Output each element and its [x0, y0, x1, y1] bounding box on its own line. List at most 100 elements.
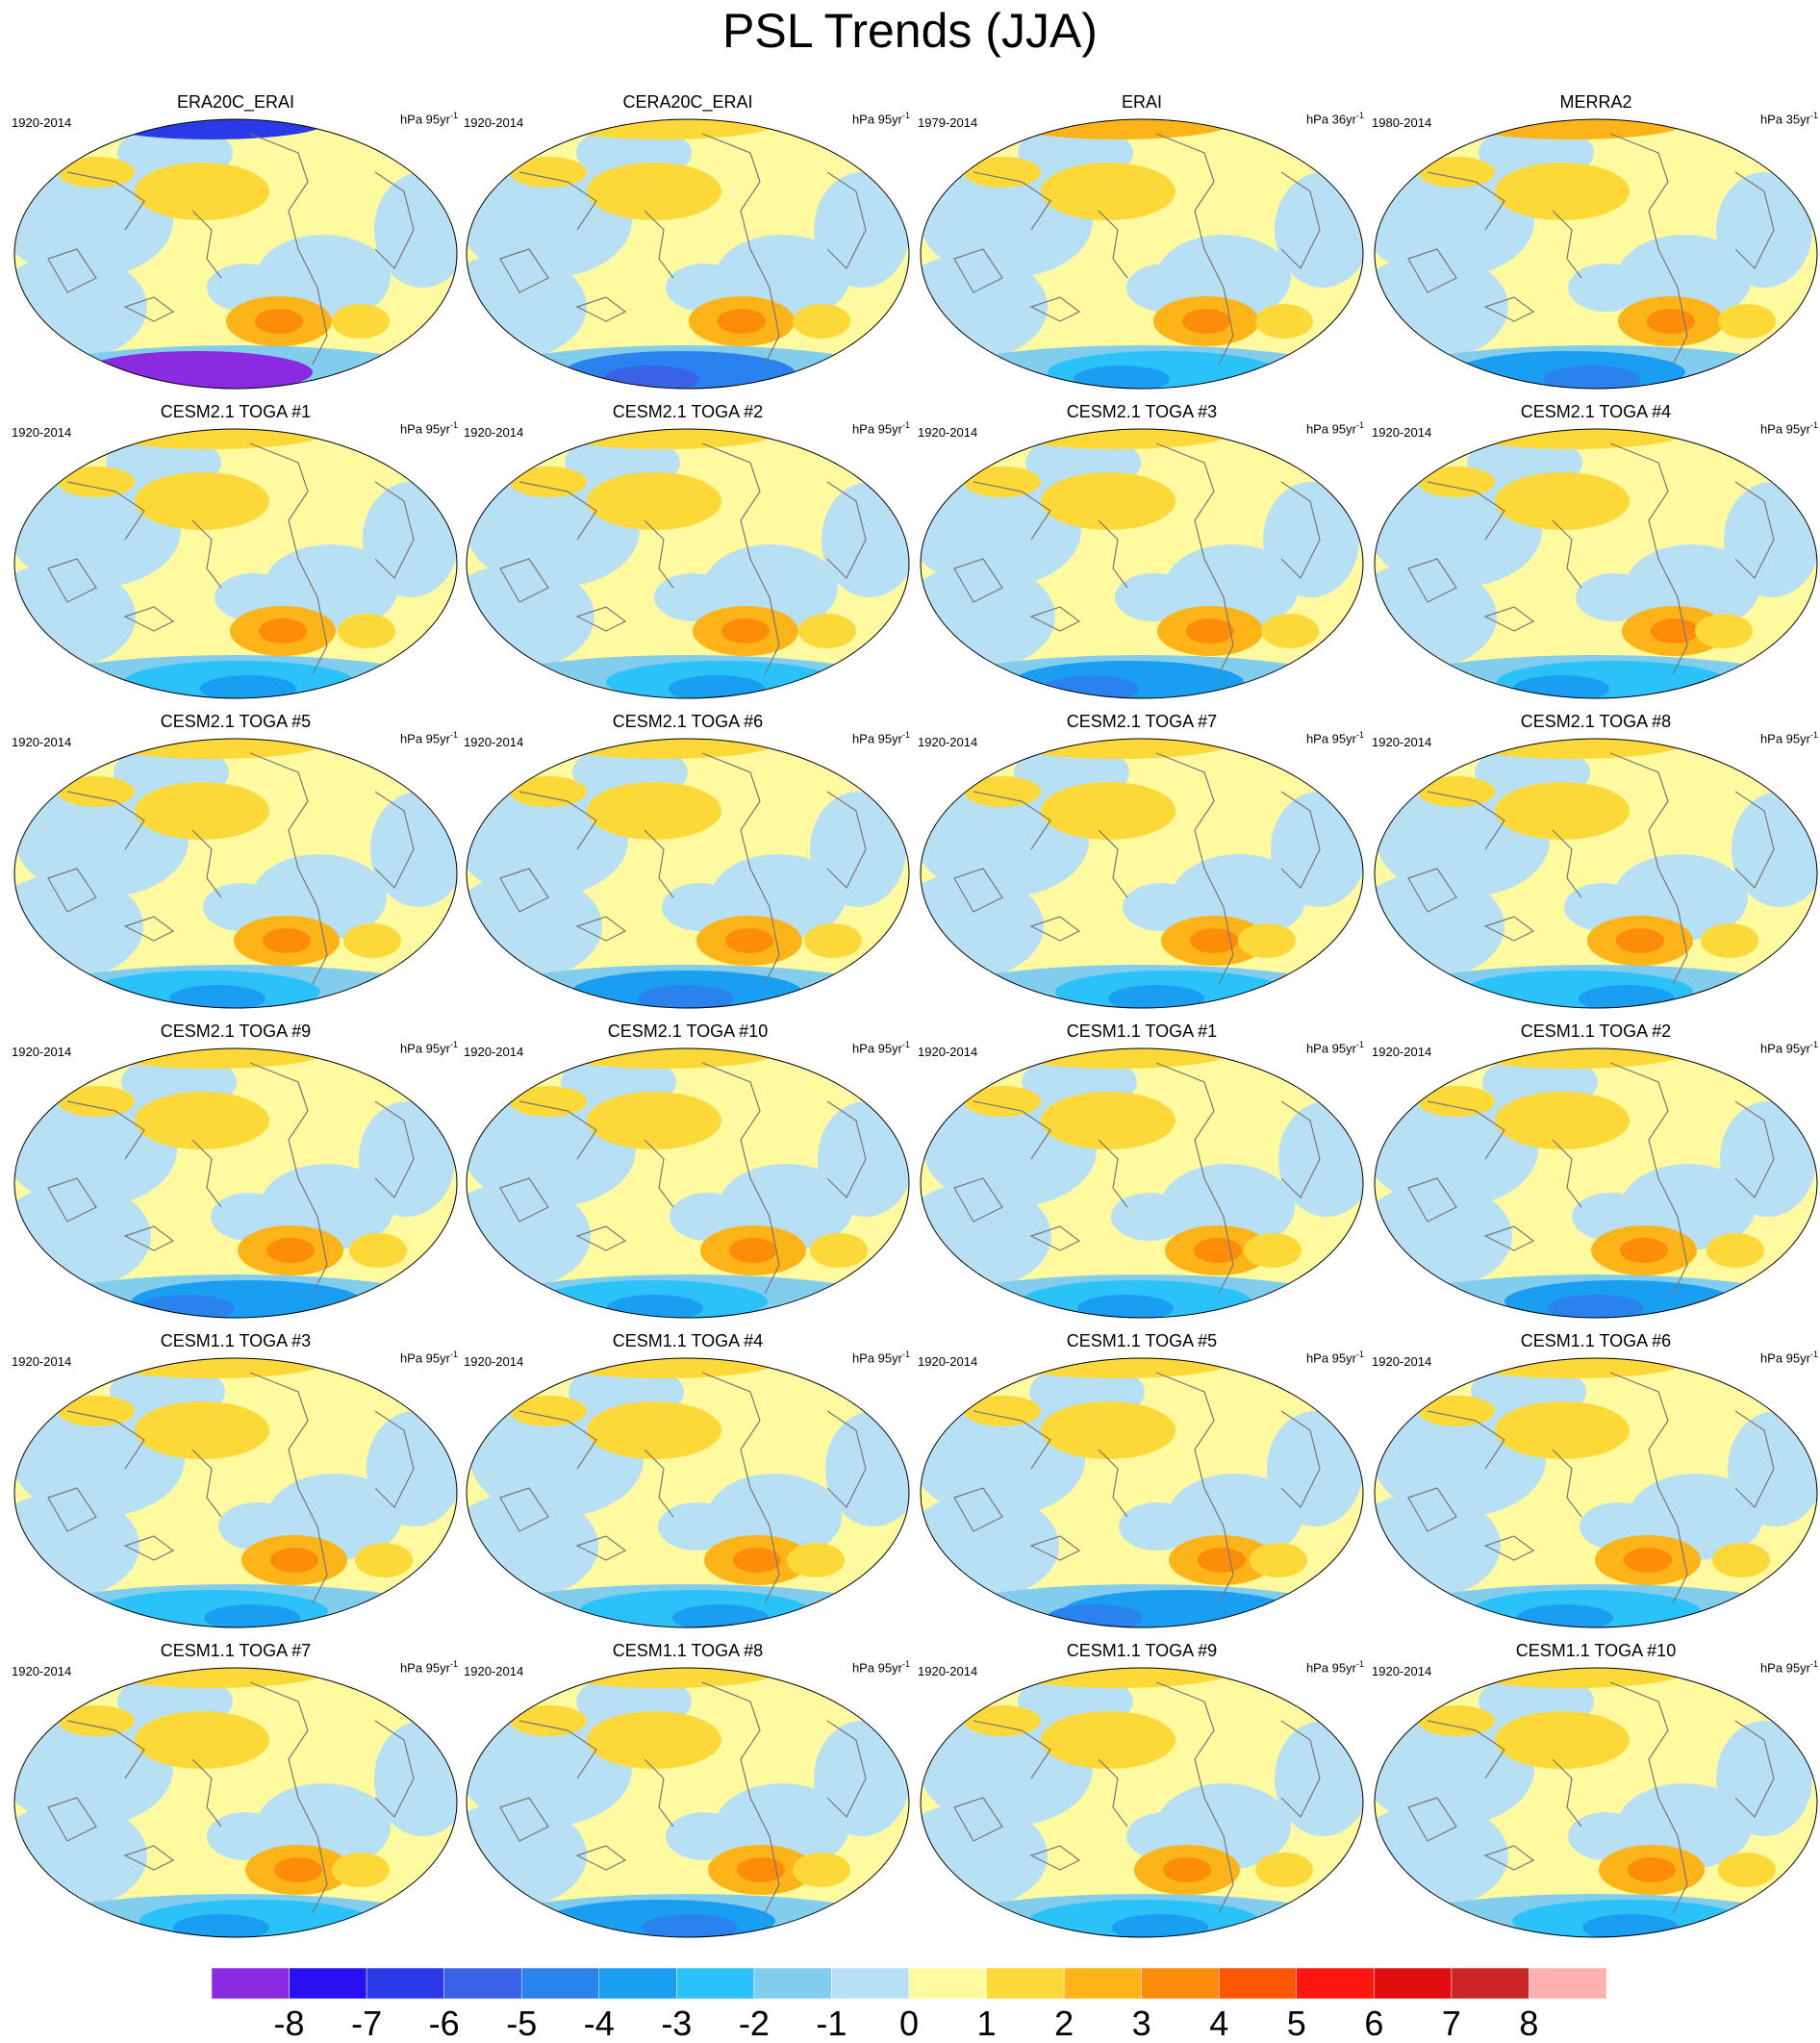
colorbar-swatch	[289, 1968, 367, 1999]
panel-units: hPa 95yr-1	[399, 1040, 458, 1056]
panel-title: CESM2.1 TOGA #8	[1520, 712, 1672, 731]
map-panel: CESM2.1 TOGA #3 1920-2014 hPa 95yr-1	[916, 401, 1368, 711]
trend-map	[13, 738, 458, 1009]
trend-map	[1374, 1667, 1818, 1938]
map-panel: CESM2.1 TOGA #10 1920-2014 hPa 95yr-1	[462, 1021, 914, 1330]
colorbar-swatch	[676, 1968, 755, 1999]
panel-period: 1920-2014	[1372, 1045, 1432, 1059]
map-panel: CESM2.1 TOGA #2 1920-2014 hPa 95yr-1	[462, 401, 914, 711]
colorbar-swatch	[1374, 1968, 1453, 1999]
panel-title: CESM1.1 TOGA #8	[612, 1641, 764, 1660]
colorbar-tick-label: 1	[976, 2004, 997, 2043]
colorbar-swatch	[1296, 1968, 1375, 1999]
colorbar-tick-label: -8	[273, 2004, 305, 2043]
colorbar-swatch	[986, 1968, 1065, 1999]
panel-period: 1920-2014	[464, 1045, 524, 1059]
colorbar-tick-label: 6	[1364, 2004, 1384, 2043]
panel-units: hPa 95yr-1	[1759, 1659, 1818, 1676]
panel-period: 1920-2014	[918, 735, 978, 749]
trend-map	[466, 428, 910, 699]
colorbar-swatch	[1451, 1968, 1529, 1999]
panel-period: 1920-2014	[464, 115, 524, 130]
trend-map	[13, 118, 458, 390]
colorbar-tick-label: -1	[816, 2004, 847, 2043]
colorbar-tick-label: -7	[351, 2004, 383, 2043]
trend-map	[466, 118, 910, 390]
map-panel: CESM1.1 TOGA #4 1920-2014 hPa 95yr-1	[462, 1330, 914, 1640]
panel-units: hPa 95yr-1	[851, 1349, 910, 1366]
panel-title: CESM1.1 TOGA #9	[1066, 1641, 1218, 1660]
panel-period: 1920-2014	[464, 1354, 524, 1369]
panel-units: hPa 95yr-1	[851, 111, 910, 127]
panel-title: CESM1.1 TOGA #5	[1066, 1331, 1218, 1350]
colorbar-tick-label: 4	[1209, 2004, 1229, 2043]
panel-units: hPa 95yr-1	[399, 730, 458, 746]
colorbar-tick-label: -3	[661, 2004, 693, 2043]
map-panel: ERA20C_ERAI 1920-2014 hPa 95yr-1	[10, 91, 462, 401]
map-panel: ERAI 1979-2014 hPa 36yr-1	[916, 91, 1368, 401]
panel-units: hPa 95yr-1	[1305, 420, 1364, 437]
panel-units: hPa 95yr-1	[399, 1349, 458, 1366]
trend-map	[466, 1667, 910, 1938]
trend-map	[13, 428, 458, 699]
map-panel: CESM1.1 TOGA #3 1920-2014 hPa 95yr-1	[10, 1330, 462, 1640]
panel-period: 1920-2014	[918, 425, 978, 440]
colorbar-swatch	[831, 1968, 910, 1999]
panel-units: hPa 95yr-1	[1759, 1040, 1818, 1056]
panel-title: CESM2.1 TOGA #5	[160, 712, 312, 731]
panel-period: 1920-2014	[918, 1354, 978, 1369]
panel-title: CESM1.1 TOGA #10	[1515, 1641, 1677, 1660]
trend-map	[920, 118, 1364, 390]
panel-units: hPa 95yr-1	[1759, 730, 1818, 746]
trend-map	[920, 738, 1364, 1009]
panel-period: 1920-2014	[464, 1664, 524, 1678]
map-panel: CESM2.1 TOGA #8 1920-2014 hPa 95yr-1	[1370, 711, 1820, 1021]
panel-period: 1920-2014	[12, 735, 72, 749]
map-panel: CESM2.1 TOGA #9 1920-2014 hPa 95yr-1	[10, 1021, 462, 1330]
colorbar-swatch	[366, 1968, 444, 1999]
colorbar-tick-label: 3	[1131, 2004, 1151, 2043]
map-panel: CESM2.1 TOGA #1 1920-2014 hPa 95yr-1	[10, 401, 462, 711]
map-panel: CESM1.1 TOGA #6 1920-2014 hPa 95yr-1	[1370, 1330, 1820, 1640]
colorbar-swatch	[520, 1968, 600, 1999]
trend-map	[1374, 1047, 1818, 1319]
trend-map	[920, 1357, 1364, 1628]
panel-period: 1920-2014	[12, 1354, 72, 1369]
panel-period: 1920-2014	[12, 1664, 72, 1678]
trend-map	[13, 1357, 458, 1628]
colorbar-swatch	[1218, 1968, 1298, 1999]
trend-map	[920, 1667, 1364, 1938]
colorbar-swatch	[443, 1968, 522, 1999]
colorbar-swatch	[1529, 1968, 1606, 1999]
panel-period: 1920-2014	[464, 735, 524, 749]
panel-title: CESM2.1 TOGA #6	[612, 712, 764, 731]
panel-units: hPa 95yr-1	[399, 1659, 458, 1676]
panel-title: ERA20C_ERAI	[176, 92, 295, 112]
map-panel: CESM2.1 TOGA #4 1920-2014 hPa 95yr-1	[1370, 401, 1820, 711]
panel-title: CESM1.1 TOGA #4	[612, 1331, 764, 1350]
figure-title: PSL Trends (JJA)	[722, 4, 1098, 58]
trend-map	[13, 1667, 458, 1938]
panel-period: 1920-2014	[12, 1045, 72, 1059]
panel-period: 1920-2014	[1372, 735, 1432, 749]
map-panel: CESM2.1 TOGA #5 1920-2014 hPa 95yr-1	[10, 711, 462, 1021]
map-panel: CESM1.1 TOGA #1 1920-2014 hPa 95yr-1	[916, 1021, 1368, 1330]
panel-units: hPa 95yr-1	[1305, 730, 1364, 746]
panel-title: ERAI	[1121, 92, 1162, 112]
panel-units: hPa 95yr-1	[851, 1659, 910, 1676]
panel-title: CESM1.1 TOGA #6	[1520, 1331, 1672, 1350]
map-panel: CESM1.1 TOGA #7 1920-2014 hPa 95yr-1	[10, 1640, 462, 1950]
map-panel: CESM1.1 TOGA #9 1920-2014 hPa 95yr-1	[916, 1640, 1368, 1950]
trend-map	[920, 1047, 1364, 1319]
trend-map	[466, 1047, 910, 1319]
panel-units: hPa 95yr-1	[1759, 420, 1818, 437]
panel-title: CESM2.1 TOGA #10	[607, 1022, 769, 1041]
colorbar-tick-label: -2	[738, 2004, 770, 2043]
colorbar-tick-label: 2	[1054, 2004, 1074, 2043]
trend-map	[1374, 738, 1818, 1009]
map-panel: CERA20C_ERAI 1920-2014 hPa 95yr-1	[462, 91, 914, 401]
panel-units: hPa 95yr-1	[1305, 1040, 1364, 1056]
panel-period: 1979-2014	[918, 115, 978, 130]
panel-title: CESM2.1 TOGA #4	[1520, 402, 1672, 421]
panel-title: CESM2.1 TOGA #1	[160, 402, 312, 421]
